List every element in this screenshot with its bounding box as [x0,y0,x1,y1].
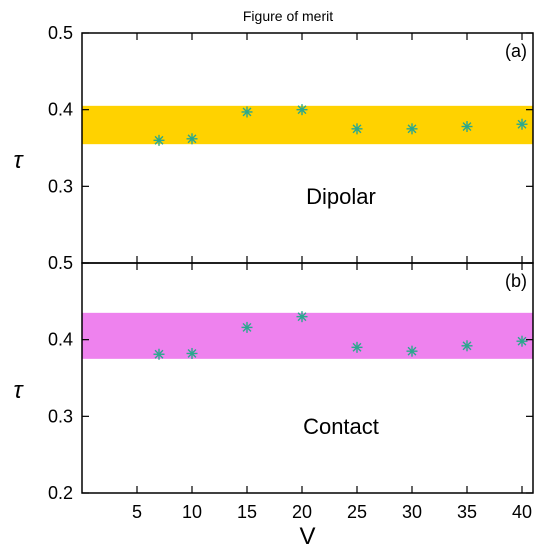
y-tick-label: 0.5 [48,253,73,273]
data-point [296,311,308,323]
data-point [516,118,528,130]
y-tick-label: 0.3 [48,406,73,426]
data-point [186,133,198,145]
y-tick-label: 0.5 [48,23,73,43]
x-tick-label: 30 [402,502,422,522]
y-tick-label: 0.3 [48,176,73,196]
panel-a: 0.3 0.4 0.5 τ (a) Dipolar [14,23,534,264]
panel-annotation: Contact [303,414,379,439]
panel-label: (b) [505,271,527,291]
x-tick-label: 40 [512,502,532,522]
figure-title: Figure of merit [243,8,333,24]
data-point [406,123,418,135]
y-axis-title: τ [14,377,25,404]
y-tick-label: 0.4 [48,100,73,120]
panel-annotation: Dipolar [306,184,376,209]
x-tick-label: 5 [132,502,142,522]
data-point [516,335,528,347]
data-point [153,348,165,360]
data-point [406,345,418,357]
panel-label: (a) [505,41,527,61]
data-point [296,104,308,116]
x-tick-label: 20 [292,502,312,522]
data-point [241,106,253,118]
y-axis-title: τ [14,147,25,174]
y-tick-label: 0.4 [48,330,73,350]
data-point [186,347,198,359]
plot-frame [81,32,534,264]
x-tick-label: 10 [182,502,202,522]
data-point [461,121,473,133]
y-tick-label: 0.2 [48,483,73,503]
data-point [351,341,363,353]
panel-b: 0.2 0.3 0.4 0.5 5 10 15 20 25 30 35 40 τ V (b) Contact [14,253,534,550]
shaded-band [82,312,533,359]
x-tick-label: 15 [237,502,257,522]
x-axis-title: V [299,523,315,550]
x-tick-label: 35 [457,502,477,522]
data-point [351,123,363,135]
plot-frame [81,262,534,494]
data-point [461,340,473,352]
data-point [241,321,253,333]
data-point [153,134,165,146]
x-tick-label: 25 [347,502,367,522]
